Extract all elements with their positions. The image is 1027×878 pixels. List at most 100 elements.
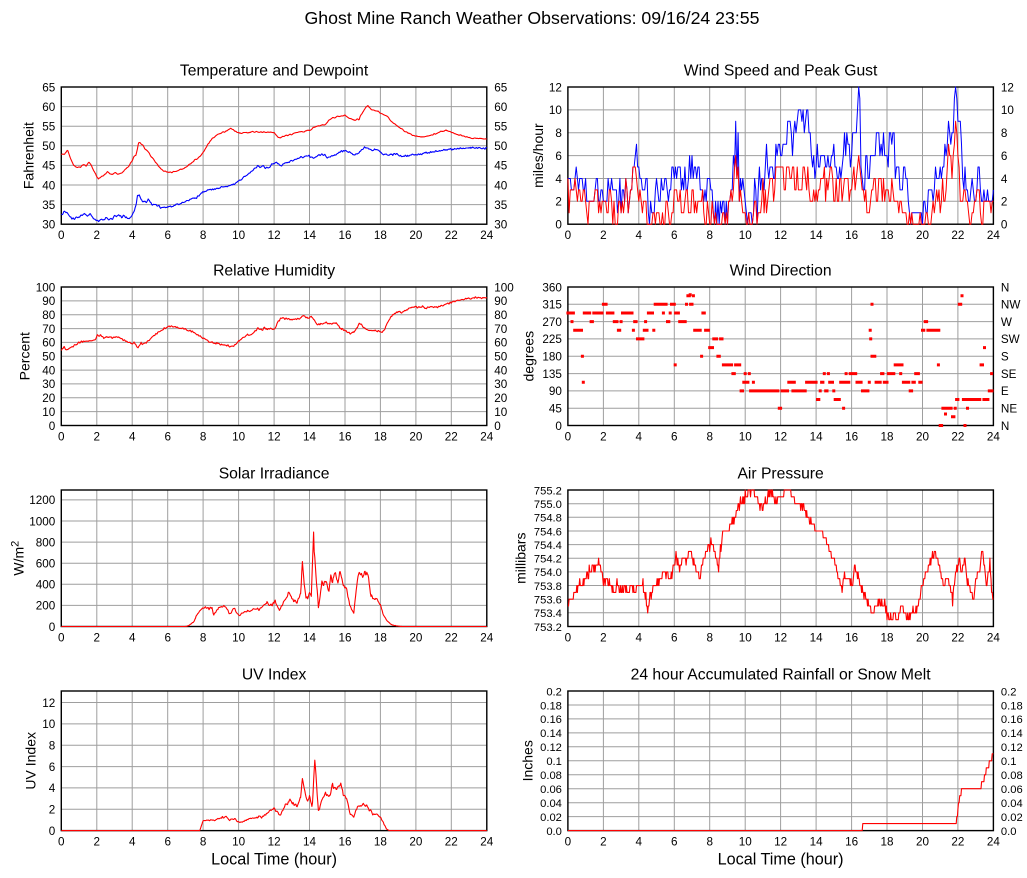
svg-text:50: 50 (42, 351, 56, 364)
svg-text:20: 20 (409, 229, 423, 242)
svg-text:2: 2 (94, 430, 101, 443)
svg-text:E: E (1001, 385, 1009, 398)
svg-text:16: 16 (338, 430, 351, 443)
svg-text:Air Pressure: Air Pressure (737, 466, 824, 483)
svg-text:0.02: 0.02 (1001, 812, 1023, 824)
svg-text:Inches: Inches (520, 740, 536, 781)
svg-text:2: 2 (94, 835, 101, 848)
svg-text:8: 8 (555, 127, 562, 140)
svg-text:8: 8 (200, 229, 207, 242)
svg-text:12: 12 (268, 835, 281, 848)
svg-text:60: 60 (494, 101, 508, 114)
svg-text:0: 0 (49, 825, 56, 838)
svg-text:754.0: 754.0 (534, 567, 562, 579)
svg-text:20: 20 (916, 430, 930, 443)
svg-text:18: 18 (374, 835, 387, 848)
svg-text:Fahrenheit: Fahrenheit (21, 122, 37, 189)
svg-text:14: 14 (303, 631, 317, 644)
svg-text:millibars: millibars (513, 533, 529, 584)
svg-text:Wind Direction: Wind Direction (730, 263, 832, 280)
svg-text:60: 60 (42, 337, 56, 350)
svg-text:90: 90 (494, 295, 508, 308)
svg-text:4: 4 (49, 782, 56, 795)
svg-text:60: 60 (494, 337, 508, 350)
svg-text:0.14: 0.14 (540, 728, 562, 740)
svg-text:12: 12 (774, 229, 787, 242)
svg-text:24: 24 (987, 835, 1001, 848)
svg-text:24 hour Accumulated Rainfall o: 24 hour Accumulated Rainfall or Snow Mel… (631, 667, 932, 684)
svg-text:8: 8 (200, 835, 207, 848)
svg-text:20: 20 (409, 835, 423, 848)
svg-text:SE: SE (1001, 368, 1017, 381)
svg-text:180: 180 (542, 351, 562, 364)
svg-text:753.8: 753.8 (534, 581, 562, 593)
svg-text:18: 18 (374, 631, 387, 644)
svg-text:2: 2 (600, 229, 607, 242)
svg-text:SW: SW (1001, 333, 1020, 346)
svg-text:0: 0 (49, 420, 56, 433)
svg-text:14: 14 (810, 430, 824, 443)
svg-text:315: 315 (542, 299, 562, 312)
svg-text:30: 30 (42, 378, 56, 391)
svg-text:8: 8 (200, 430, 207, 443)
svg-text:45: 45 (42, 160, 56, 173)
svg-text:0: 0 (58, 229, 65, 242)
svg-text:16: 16 (338, 631, 351, 644)
svg-text:N: N (1001, 281, 1009, 294)
svg-text:45: 45 (494, 160, 508, 173)
svg-text:Local Time (hour): Local Time (hour) (718, 851, 844, 869)
svg-text:0: 0 (565, 631, 572, 644)
svg-text:6: 6 (671, 835, 678, 848)
svg-text:10: 10 (1001, 104, 1015, 117)
svg-text:S: S (1001, 351, 1009, 364)
svg-text:4: 4 (129, 430, 136, 443)
svg-text:0.08: 0.08 (540, 770, 562, 782)
svg-text:10: 10 (42, 406, 56, 419)
svg-text:16: 16 (845, 835, 858, 848)
svg-text:16: 16 (845, 430, 858, 443)
svg-text:0: 0 (1001, 219, 1008, 232)
svg-text:90: 90 (549, 385, 563, 398)
svg-text:6: 6 (49, 761, 56, 774)
svg-text:35: 35 (494, 199, 508, 212)
svg-text:0: 0 (555, 420, 562, 433)
svg-text:0: 0 (555, 219, 562, 232)
svg-text:55: 55 (494, 121, 508, 134)
svg-text:22: 22 (445, 229, 458, 242)
svg-text:45: 45 (549, 403, 563, 416)
svg-text:6: 6 (671, 430, 678, 443)
svg-text:6: 6 (164, 835, 171, 848)
svg-text:20: 20 (916, 631, 930, 644)
svg-text:0.02: 0.02 (540, 812, 562, 824)
svg-text:UV Index: UV Index (242, 667, 307, 684)
svg-text:0: 0 (58, 430, 65, 443)
svg-text:6: 6 (555, 150, 562, 163)
svg-text:753.2: 753.2 (534, 622, 562, 634)
svg-text:22: 22 (951, 430, 964, 443)
svg-text:20: 20 (42, 392, 56, 405)
svg-text:754.6: 754.6 (534, 526, 562, 538)
svg-text:60: 60 (42, 101, 56, 114)
svg-text:8: 8 (49, 740, 56, 753)
svg-text:20: 20 (916, 229, 930, 242)
svg-text:0: 0 (49, 621, 56, 634)
svg-text:10: 10 (232, 430, 246, 443)
svg-text:Ghost Mine Ranch Weather Obser: Ghost Mine Ranch Weather Observations: 0… (305, 8, 760, 28)
svg-text:22: 22 (951, 229, 964, 242)
svg-text:100: 100 (36, 281, 56, 294)
svg-text:0: 0 (565, 430, 572, 443)
svg-text:degrees: degrees (521, 331, 537, 382)
svg-text:Wind Speed and Peak Gust: Wind Speed and Peak Gust (684, 63, 878, 80)
svg-text:20: 20 (409, 631, 423, 644)
svg-text:14: 14 (810, 229, 824, 242)
svg-text:0.18: 0.18 (540, 700, 562, 712)
svg-text:2: 2 (555, 196, 562, 209)
svg-text:6: 6 (164, 229, 171, 242)
svg-text:10: 10 (549, 104, 563, 117)
svg-text:NE: NE (1001, 403, 1017, 416)
svg-text:8: 8 (706, 430, 713, 443)
svg-text:754.4: 754.4 (534, 540, 562, 552)
svg-text:0.18: 0.18 (1001, 700, 1023, 712)
svg-text:755.0: 755.0 (534, 499, 562, 511)
svg-text:10: 10 (494, 406, 508, 419)
